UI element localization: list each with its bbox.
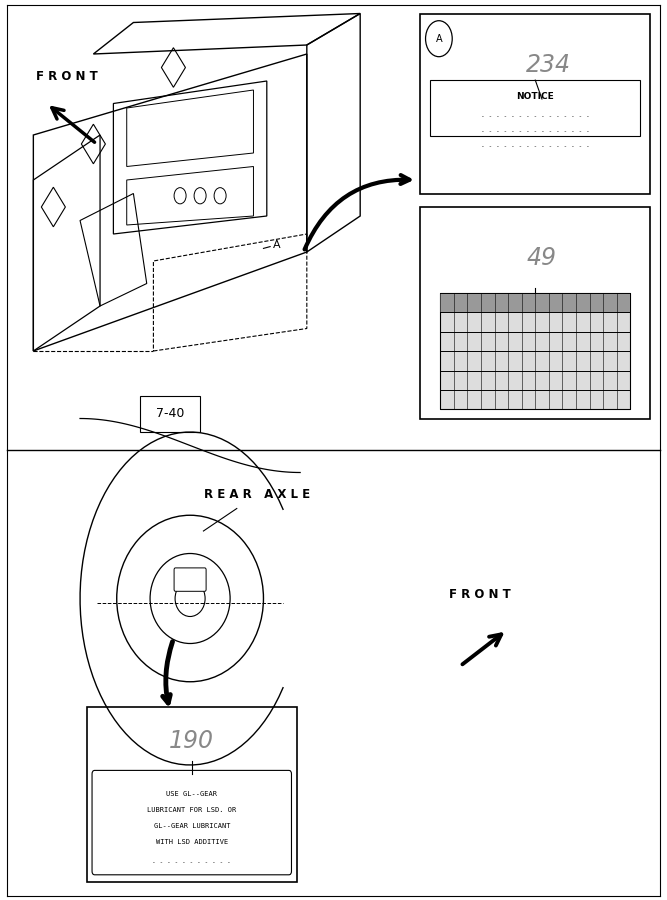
Text: - - - - - - - - - - - - - - -: - - - - - - - - - - - - - - -: [481, 113, 590, 119]
FancyBboxPatch shape: [440, 292, 630, 312]
Text: - - - - - - - - - - -: - - - - - - - - - - -: [152, 860, 231, 865]
FancyBboxPatch shape: [420, 14, 650, 194]
Text: LUBRICANT FOR LSD. OR: LUBRICANT FOR LSD. OR: [147, 807, 236, 813]
Text: A: A: [436, 33, 442, 44]
FancyBboxPatch shape: [440, 292, 630, 410]
Text: A: A: [273, 240, 281, 250]
Text: - - - - - - - - - - - - - - -: - - - - - - - - - - - - - - -: [481, 129, 590, 134]
Text: - - - - - - - - - - - - - - -: - - - - - - - - - - - - - - -: [481, 144, 590, 149]
FancyBboxPatch shape: [420, 207, 650, 418]
Text: R E A R   A X L E: R E A R A X L E: [203, 489, 310, 501]
Text: 234: 234: [526, 53, 571, 76]
Text: 49: 49: [527, 247, 557, 270]
FancyBboxPatch shape: [92, 770, 291, 875]
Text: F R O N T: F R O N T: [450, 588, 511, 600]
Text: USE GL--GEAR: USE GL--GEAR: [166, 791, 217, 796]
FancyBboxPatch shape: [430, 80, 640, 136]
FancyBboxPatch shape: [140, 396, 200, 432]
Text: 190: 190: [169, 729, 214, 752]
FancyBboxPatch shape: [174, 568, 206, 591]
Text: GL--GEAR LUBRICANT: GL--GEAR LUBRICANT: [153, 824, 230, 829]
Text: F R O N T: F R O N T: [36, 70, 97, 83]
FancyBboxPatch shape: [87, 706, 297, 882]
Text: 7-40: 7-40: [156, 408, 184, 420]
Text: WITH LSD ADDITIVE: WITH LSD ADDITIVE: [155, 840, 228, 845]
Text: NOTICE: NOTICE: [516, 92, 554, 101]
